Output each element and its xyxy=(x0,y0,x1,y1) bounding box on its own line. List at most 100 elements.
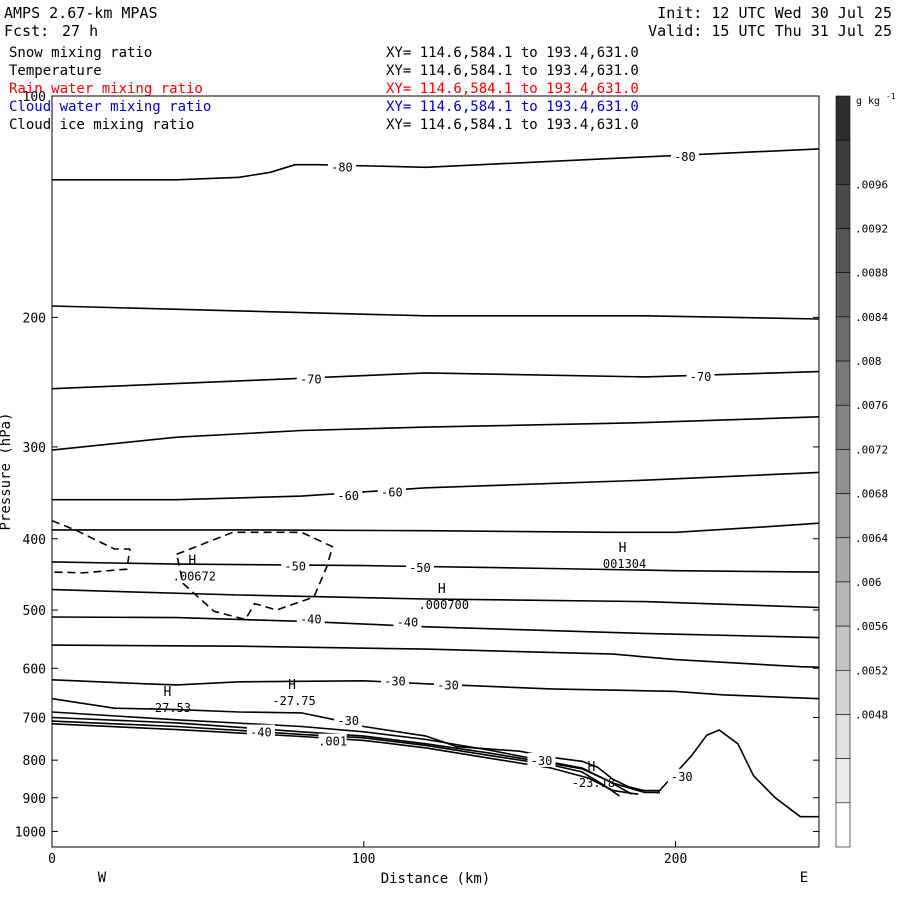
isotherm-line xyxy=(52,723,639,795)
y-tick-label: 700 xyxy=(23,711,46,726)
maximum-value: -23.18 xyxy=(572,776,615,790)
x-tick-label: 0 xyxy=(48,852,56,867)
forecast-label: Fcst: xyxy=(4,22,50,40)
colorbar-label: .0064 xyxy=(855,532,888,545)
y-tick-label: 1000 xyxy=(15,825,46,840)
field-xy-range: XY= 114.6,584.1 to 193.4,631.0 xyxy=(386,63,639,79)
isotherm-line xyxy=(52,644,819,668)
maximum-marker: H xyxy=(619,541,627,556)
contour-label-halo xyxy=(405,559,434,574)
model-title: AMPS 2.67-km MPAS xyxy=(4,4,158,22)
x-tick-label: 200 xyxy=(664,852,687,867)
isotherm-line xyxy=(52,588,819,609)
maximum-marker: H xyxy=(288,678,296,693)
contour-label: .001 xyxy=(318,735,347,749)
isotherm-line xyxy=(52,711,660,794)
contour-label: -50 xyxy=(409,561,431,575)
colorbar-swatch xyxy=(835,802,851,848)
contour-label: -30 xyxy=(671,770,693,784)
contour-label-halo xyxy=(246,724,275,739)
y-tick-label: 400 xyxy=(23,533,46,548)
y-tick-label: 300 xyxy=(23,441,46,456)
isotherm-line xyxy=(52,561,819,573)
field-xy-range: XY= 114.6,584.1 to 193.4,631.0 xyxy=(386,99,639,115)
colorbar-swatch xyxy=(835,537,851,583)
contour-label-halo xyxy=(327,159,356,174)
isotherm-line xyxy=(52,305,819,320)
colorbar-unit: g kg xyxy=(856,96,880,107)
colorbar-label: .0088 xyxy=(855,267,888,280)
colorbar-label: .008 xyxy=(855,355,882,368)
colorbar-swatch xyxy=(835,95,851,141)
contour-label: -30 xyxy=(337,714,359,728)
contour-label: -30 xyxy=(384,674,406,688)
maximum-marker: H xyxy=(587,760,595,775)
x-end-label-east: E xyxy=(800,870,808,886)
colorbar-label: .0048 xyxy=(855,708,888,721)
colorbar-unit-exponent: -1 xyxy=(886,92,896,101)
contour-label-halo xyxy=(377,484,406,499)
y-tick-label: 500 xyxy=(23,604,46,619)
contour-label: -80 xyxy=(674,150,696,164)
colorbar-label: .0076 xyxy=(855,399,888,412)
isotherm-line xyxy=(52,471,819,501)
init-time: Init: 12 UTC Wed 30 Jul 25 xyxy=(657,4,892,22)
contour-label-halo xyxy=(318,733,347,748)
contour-label: -40 xyxy=(397,616,419,630)
isotherm-line xyxy=(52,697,660,792)
isotherm-line xyxy=(52,416,819,451)
contour-label: -70 xyxy=(690,370,712,384)
colorbar-swatch xyxy=(835,184,851,229)
field-name: Cloud ice mixing ratio xyxy=(9,117,195,133)
colorbar-label: .0072 xyxy=(855,443,888,456)
colorbar-swatch xyxy=(835,714,851,759)
colorbar-swatch xyxy=(835,228,851,274)
colorbar-swatch xyxy=(835,493,851,539)
colorbar-label: .0096 xyxy=(855,178,888,191)
x-axis-label: Distance (km) xyxy=(381,871,491,887)
contour-label-halo xyxy=(296,371,325,386)
maximum-value: -27.53 xyxy=(148,701,191,715)
colorbar-label: .006 xyxy=(855,576,882,589)
contour-label-halo xyxy=(334,488,363,503)
isotherm-line xyxy=(52,716,633,795)
isotherm-line xyxy=(52,616,819,639)
y-tick-label: 800 xyxy=(23,754,46,769)
maximum-value: .000700 xyxy=(418,598,469,612)
colorbar-label: .0068 xyxy=(855,488,888,501)
contour-label: -40 xyxy=(250,726,272,740)
y-tick-label: 900 xyxy=(23,792,46,807)
colorbar-swatch xyxy=(835,360,851,406)
contour-label-halo xyxy=(686,368,715,383)
colorbar-swatch xyxy=(835,669,851,715)
maximum-marker: H xyxy=(438,582,446,597)
field-xy-range: XY= 114.6,584.1 to 193.4,631.0 xyxy=(386,81,639,97)
contour-label: -30 xyxy=(531,754,553,768)
field-xy-range: XY= 114.6,584.1 to 193.4,631.0 xyxy=(386,117,639,133)
isotherm-line xyxy=(52,148,819,181)
colorbar-label: .0084 xyxy=(855,311,888,324)
plot-frame xyxy=(51,95,820,848)
contour-label-halo xyxy=(380,673,409,688)
contour-label-halo xyxy=(527,752,556,767)
field-name: Temperature xyxy=(9,63,102,79)
colorbar-swatch xyxy=(835,449,851,494)
contour-label-halo xyxy=(667,768,696,783)
contour-label-halo xyxy=(670,148,699,163)
field-name: Snow mixing ratio xyxy=(9,45,153,61)
field-name: Rain water mixing ratio xyxy=(9,81,203,97)
maximum-value: -27.75 xyxy=(272,694,315,708)
contour-label-halo xyxy=(281,558,310,573)
contour-label-halo xyxy=(296,611,325,626)
contour-label-halo xyxy=(433,677,462,692)
y-axis-label: Pressure (hPa) xyxy=(0,412,14,530)
contour-label-halo xyxy=(334,713,363,728)
cloud-ice-contour xyxy=(52,519,131,574)
contour-label: -60 xyxy=(337,489,359,503)
field-name: Cloud water mixing ratio xyxy=(9,99,212,115)
x-tick-label: 100 xyxy=(352,852,375,867)
colorbar-swatch xyxy=(835,758,851,804)
colorbar-swatch xyxy=(835,272,851,318)
